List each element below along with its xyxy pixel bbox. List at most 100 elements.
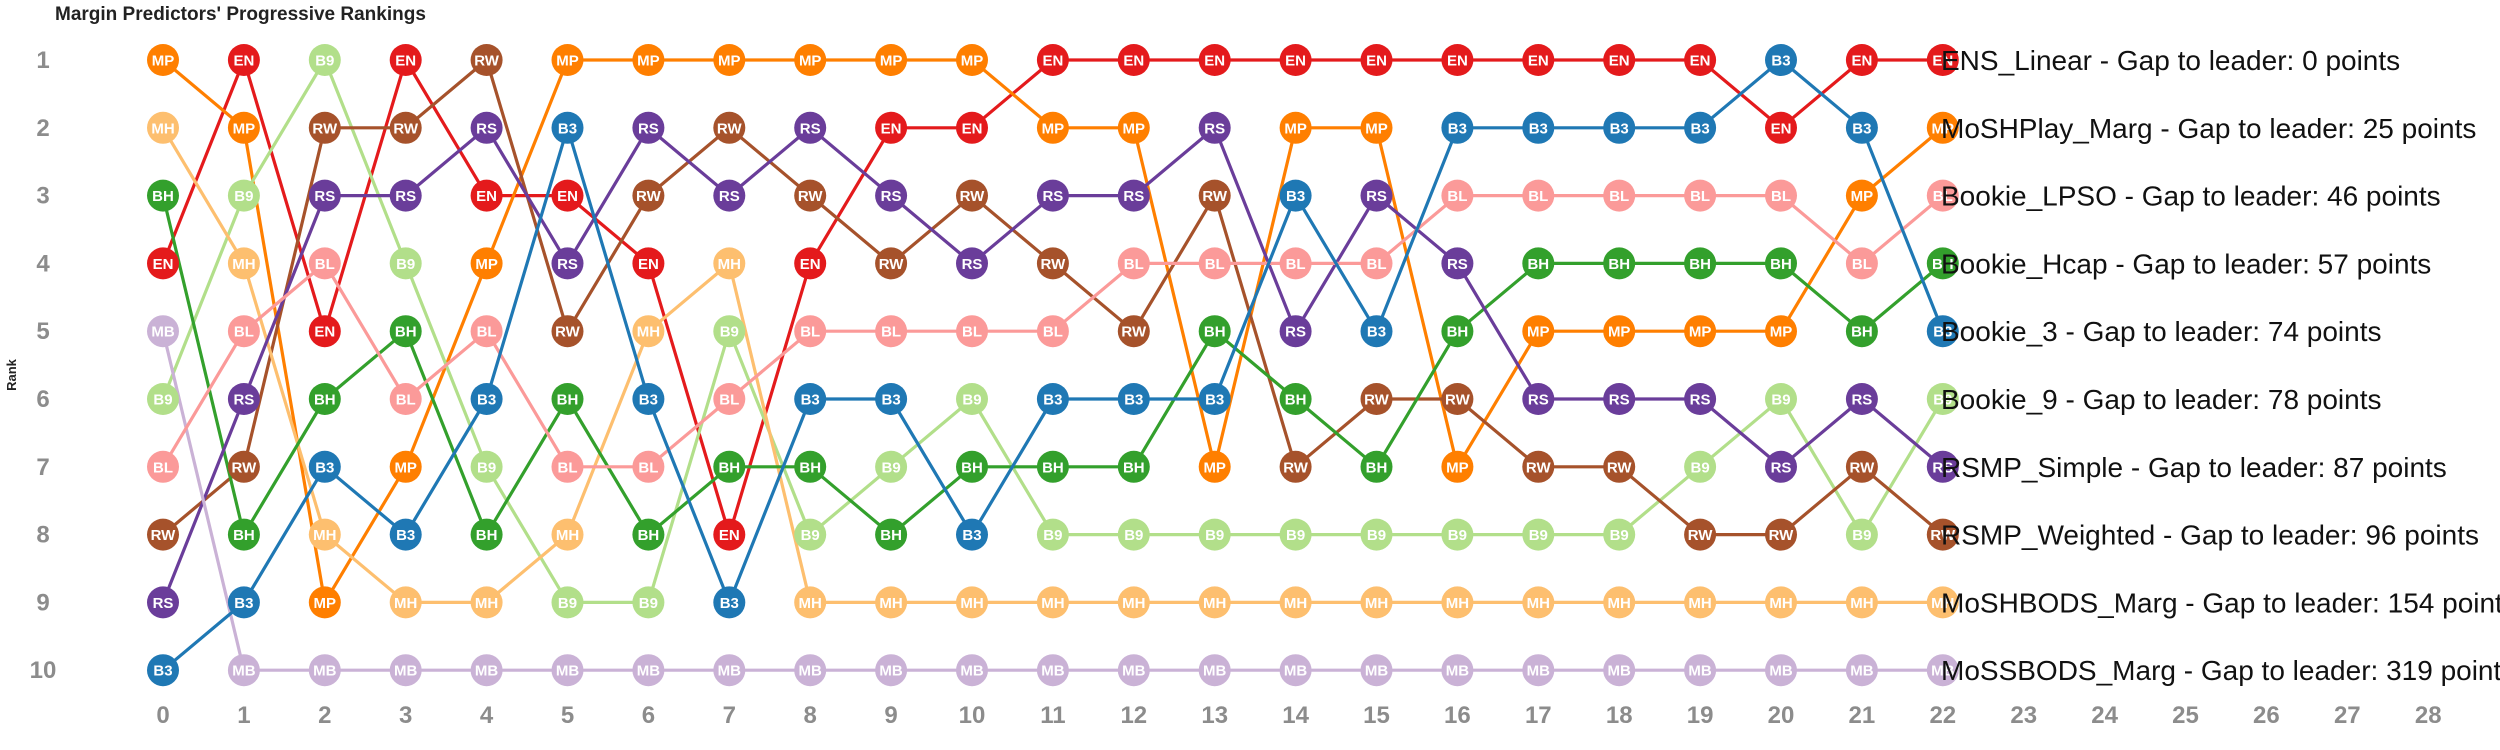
data-point-rw: RW [1198, 179, 1231, 212]
point-label: B3 [1043, 392, 1062, 409]
data-point-rw: RW [1684, 518, 1717, 551]
point-label: MB [1527, 663, 1550, 680]
data-point-b9: B9 [1279, 518, 1312, 551]
point-label: EN [881, 120, 902, 137]
x-tick-label: 25 [2172, 702, 2199, 729]
series-line-b3 [161, 58, 1945, 672]
data-point-rs: RS [551, 247, 584, 280]
point-label: RS [1690, 392, 1711, 409]
point-marker [713, 44, 746, 76]
data-point-mh: MH [389, 586, 422, 619]
point-label: EN [1123, 53, 1144, 70]
data-point-bh: BH [1684, 247, 1717, 280]
data-point-mh: MH [147, 111, 179, 144]
point-label: RS [638, 120, 659, 137]
point-marker [389, 518, 422, 551]
data-point-mb: MB [1279, 654, 1312, 687]
point-label: B3 [1286, 188, 1305, 205]
point-label: BH [1447, 324, 1469, 341]
data-point-bl: BL [1522, 179, 1555, 212]
point-marker [794, 518, 827, 551]
data-point-bl: BL [1117, 247, 1150, 280]
point-marker [389, 111, 422, 144]
point-label: B9 [1691, 459, 1710, 476]
point-label: MP [799, 53, 822, 70]
data-point-b9: B9 [1117, 518, 1150, 551]
point-marker [147, 179, 179, 212]
point-marker [875, 247, 908, 280]
point-marker [632, 179, 665, 212]
point-marker [470, 315, 503, 348]
point-label: BH [1770, 256, 1792, 273]
point-label: BL [1367, 256, 1387, 273]
point-label: B9 [1205, 527, 1224, 544]
x-tick-label: 28 [2415, 702, 2442, 729]
data-point-mh: MH [1926, 586, 1959, 619]
point-label: BL [1043, 324, 1063, 341]
data-point-en: EN [794, 247, 827, 280]
data-point-mb: MB [1845, 654, 1878, 687]
data-point-bl: BL [1198, 247, 1231, 280]
point-marker [1360, 450, 1393, 483]
point-marker [227, 111, 260, 144]
x-tick-label: 12 [1120, 702, 1147, 729]
data-point-bl: BL [551, 450, 584, 483]
data-point-bh: BH [713, 450, 746, 483]
data-point-rs: RS [470, 111, 503, 144]
data-point-mp: MP [227, 111, 260, 144]
y-tick-label: 9 [36, 589, 49, 616]
point-marker [794, 315, 827, 348]
point-marker [1441, 586, 1474, 619]
data-point-mb: MB [470, 654, 503, 687]
rank-annotations: ENS_Linear - Gap to leader: 0 points MoSH… [1941, 45, 2500, 686]
point-label: RW [1364, 392, 1390, 409]
data-point-rs: RS [875, 179, 908, 212]
data-point-mp: MP [1279, 111, 1312, 144]
point-marker [147, 383, 179, 415]
point-label: MP [152, 53, 175, 70]
point-marker [1603, 586, 1636, 619]
point-label: BH [314, 392, 336, 409]
x-tick-label: 6 [642, 702, 655, 729]
point-label: MB [151, 324, 174, 341]
point-marker [147, 450, 179, 483]
point-label: B3 [396, 527, 415, 544]
point-marker [1360, 247, 1393, 280]
point-marker [1360, 518, 1393, 551]
x-tick-label: 2 [318, 702, 331, 729]
data-point-b3: B3 [1926, 315, 1959, 348]
data-point-b3: B3 [227, 586, 260, 619]
point-label: MH [637, 324, 660, 341]
data-point-b9: B9 [470, 450, 503, 483]
rank-annotation: MoSHPlay_Marg - Gap to leader: 25 points [1941, 113, 2476, 144]
point-marker [1198, 586, 1231, 619]
data-point-b9: B9 [1441, 518, 1474, 551]
point-label: B3 [315, 459, 334, 476]
point-marker [389, 179, 422, 212]
point-marker [1441, 518, 1474, 551]
data-point-mh: MH [1684, 586, 1717, 619]
point-marker [1603, 179, 1636, 212]
point-marker [1117, 44, 1150, 76]
data-point-bh: BH [1603, 247, 1636, 280]
point-label: MH [1122, 595, 1145, 612]
y-tick-label: 8 [36, 522, 49, 549]
rank-annotation: Bookie_3 - Gap to leader: 74 points [1941, 316, 2382, 347]
point-marker [308, 247, 341, 280]
data-point-rs: RS [1684, 383, 1717, 415]
point-marker [1765, 315, 1797, 348]
point-marker [1198, 111, 1231, 144]
point-marker [308, 383, 341, 415]
point-label: B3 [1205, 392, 1224, 409]
point-marker [1684, 111, 1717, 144]
point-marker [1036, 383, 1069, 415]
rank-annotation: Bookie_9 - Gap to leader: 78 points [1941, 384, 2382, 415]
point-marker [551, 586, 584, 619]
data-point-rw: RW [632, 179, 665, 212]
point-marker [308, 518, 341, 551]
point-marker [551, 179, 584, 212]
point-marker [1603, 247, 1636, 280]
data-point-mh: MH [1198, 586, 1231, 619]
data-point-b3: B3 [551, 111, 584, 144]
